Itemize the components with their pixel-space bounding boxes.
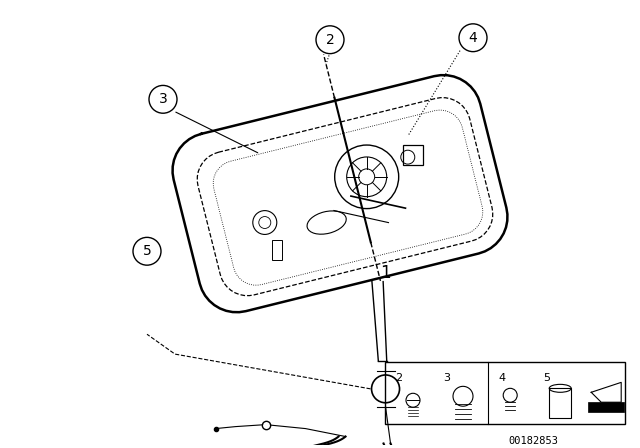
Bar — [272, 240, 282, 260]
Bar — [549, 388, 572, 418]
Circle shape — [133, 237, 161, 265]
Bar — [385, 362, 625, 424]
Circle shape — [149, 86, 177, 113]
Text: 4: 4 — [498, 373, 506, 383]
Text: 1: 1 — [380, 264, 390, 282]
Circle shape — [459, 24, 487, 52]
Circle shape — [316, 26, 344, 54]
Text: 3: 3 — [159, 92, 168, 106]
Bar — [588, 402, 624, 412]
Bar — [403, 145, 423, 165]
Text: 3: 3 — [443, 373, 450, 383]
Text: 4: 4 — [468, 31, 477, 45]
Text: 00182853: 00182853 — [509, 436, 559, 446]
Text: 2: 2 — [395, 373, 402, 383]
Text: 2: 2 — [326, 33, 334, 47]
Text: 5: 5 — [143, 244, 152, 258]
Text: 5: 5 — [543, 373, 550, 383]
